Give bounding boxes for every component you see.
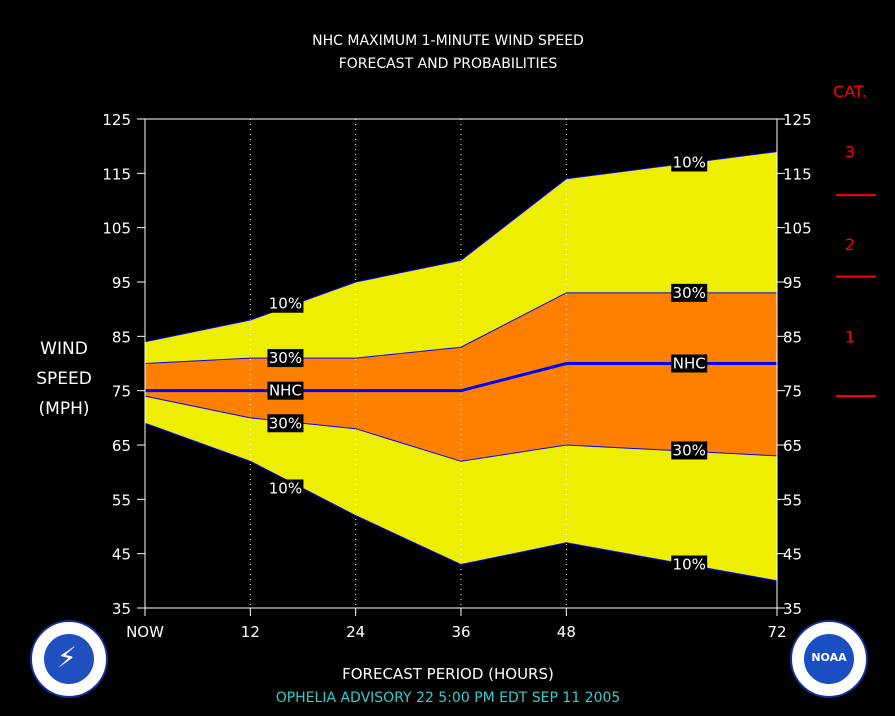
- y-tick-label-right: 115: [783, 165, 812, 183]
- y-tick-label-left: 95: [112, 274, 131, 292]
- y-tick-label-left: 85: [112, 328, 131, 346]
- category-title: CAT.: [833, 82, 867, 101]
- series-label-text: 30%: [673, 441, 706, 459]
- category-label: 3: [845, 143, 855, 162]
- y-tick-label-left: 75: [112, 383, 131, 401]
- series-labels: 10% 30% NHC 30% 10% 10% 30% NHC 30% 10%: [267, 153, 708, 574]
- series-label-text: 30%: [673, 284, 706, 302]
- noaa-logo: NOAA: [790, 620, 868, 698]
- y-axis-label: WIND SPEED (MPH): [36, 339, 92, 419]
- y-tick-label-right: 95: [783, 274, 802, 292]
- y-tick-label-right: 35: [783, 600, 802, 618]
- x-axis-label: FORECAST PERIOD (HOURS): [342, 665, 554, 683]
- x-tick-label: 72: [767, 623, 786, 641]
- series-label-text: 30%: [269, 414, 302, 432]
- series-label-bg: [267, 349, 304, 368]
- y-tick-label-right: 45: [783, 546, 802, 564]
- x-tick-label: 24: [346, 623, 365, 641]
- series-lines: [144, 151, 778, 582]
- series-label: 10%: [267, 294, 304, 313]
- series-label: NHC: [267, 381, 304, 400]
- series-label-bg: [671, 354, 708, 373]
- series-label-bg: [267, 479, 304, 498]
- series-label-bg: [671, 555, 708, 574]
- y-axis-ticks: 35 35 45 45 55 55 65 65 75 75 85 85 95 95 105 105 115 115…: [102, 111, 811, 618]
- y-tick-label-right: 75: [783, 383, 802, 401]
- series-label: 10%: [671, 153, 708, 172]
- series-label-bg: [671, 283, 708, 302]
- y-axis-label-line: SPEED: [36, 369, 92, 389]
- y-tick-label-right: 65: [783, 437, 802, 455]
- series-label-bg: [267, 294, 304, 313]
- series-label-text: 30%: [269, 349, 302, 367]
- category-label: 1: [845, 327, 855, 346]
- series-line-lower-10: [144, 422, 778, 582]
- series-label-bg: [671, 153, 708, 172]
- chart-title: NHC MAXIMUM 1-MINUTE WIND SPEED: [312, 33, 584, 49]
- x-tick-label: 48: [557, 623, 576, 641]
- series-label-text: 10%: [673, 153, 706, 171]
- x-tick-label: 12: [241, 623, 260, 641]
- noaa-logo-text: NOAA: [811, 651, 847, 664]
- advisory-footer: OPHELIA ADVISORY 22 5:00 PM EDT SEP 11 2…: [276, 690, 621, 706]
- y-axis-label-line: WIND: [40, 339, 88, 359]
- y-tick-label-left: 55: [112, 491, 131, 509]
- y-tick-label-left: 105: [102, 220, 131, 238]
- nws-logo: [30, 620, 108, 698]
- y-tick-label-right: 125: [783, 111, 812, 129]
- series-label-text: NHC: [269, 382, 302, 400]
- series-label-text: 10%: [269, 295, 302, 313]
- hurricane-categories: CAT. 3 2 1: [833, 82, 876, 398]
- series-label: NHC: [671, 354, 708, 373]
- series-line-lower-30: [144, 395, 778, 462]
- chart-subtitle: FORECAST AND PROBABILITIES: [339, 56, 558, 72]
- y-tick-label-left: 65: [112, 437, 131, 455]
- series-label: 30%: [671, 283, 708, 302]
- series-label-bg: [671, 441, 708, 460]
- series-label: 10%: [671, 555, 708, 574]
- series-label: 10%: [267, 479, 304, 498]
- y-tick-label-left: 115: [102, 165, 131, 183]
- series-label: 30%: [267, 349, 304, 368]
- x-tick-label: NOW: [126, 623, 164, 641]
- y-tick-label-right: 105: [783, 220, 812, 238]
- x-axis-ticks: NOW 12 24 36 48 72: [126, 608, 787, 641]
- y-tick-label-right: 55: [783, 491, 802, 509]
- y-tick-label-left: 125: [102, 111, 131, 129]
- series-label-bg: [267, 414, 304, 433]
- series-label-text: 10%: [673, 556, 706, 574]
- series-label-text: NHC: [673, 355, 706, 373]
- series-label-bg: [267, 381, 304, 400]
- series-label-text: 10%: [269, 479, 302, 497]
- series-line-upper-30: [144, 292, 777, 364]
- x-tick-label: 36: [451, 623, 470, 641]
- series-line-forecast: [145, 362, 777, 393]
- y-tick-label-left: 35: [112, 600, 131, 618]
- series-label: 30%: [267, 414, 304, 433]
- series-label: 30%: [671, 441, 708, 460]
- category-label: 2: [845, 235, 855, 254]
- y-axis-label-line: (MPH): [39, 399, 90, 419]
- series-line-upper-10: [144, 151, 778, 343]
- y-tick-label-right: 85: [783, 328, 802, 346]
- y-tick-label-left: 45: [112, 546, 131, 564]
